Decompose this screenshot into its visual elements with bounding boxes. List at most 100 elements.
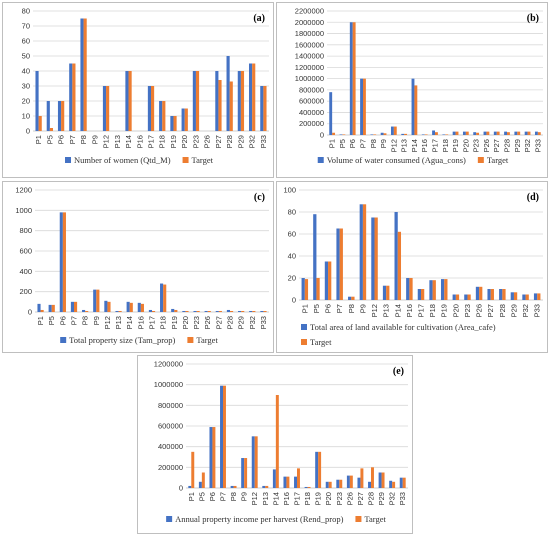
x-tick-label: P17 bbox=[293, 492, 302, 505]
x-tick-label: P18 bbox=[441, 139, 450, 152]
y-tick-label: 70 bbox=[22, 22, 30, 31]
x-tick-label: P7 bbox=[359, 139, 368, 148]
x-tick-label: P14 bbox=[124, 135, 133, 148]
legend-label: Total area of land available for cultiva… bbox=[310, 322, 496, 332]
bar-target-p32 bbox=[252, 310, 256, 312]
x-tick-label: P8 bbox=[347, 304, 356, 313]
bar-annual-p8 bbox=[230, 485, 234, 488]
bar-annual-p19 bbox=[315, 451, 319, 488]
bar-annual-p13 bbox=[262, 485, 266, 488]
bar-target-p13 bbox=[386, 285, 390, 300]
x-tick-label: P5 bbox=[312, 304, 321, 313]
bar-target-p16 bbox=[140, 303, 144, 312]
bar-target-p7 bbox=[363, 78, 366, 135]
bar-target-p16 bbox=[286, 476, 290, 488]
bar-number-p12 bbox=[102, 86, 107, 131]
x-tick-label: P8 bbox=[79, 135, 88, 144]
x-tick-label: P29 bbox=[377, 492, 386, 505]
legend-label: Target bbox=[192, 155, 214, 165]
bar-target-p6 bbox=[62, 212, 66, 312]
x-tick-label: P7 bbox=[70, 316, 79, 325]
x-tick-label: P26 bbox=[345, 492, 354, 505]
legend-swatch bbox=[317, 157, 324, 163]
bar-target-p33 bbox=[263, 310, 267, 312]
bar-target-p8 bbox=[351, 296, 355, 300]
x-tick-label: P26 bbox=[482, 139, 491, 152]
legend-swatch bbox=[301, 339, 307, 345]
bar-target-p20 bbox=[465, 131, 469, 135]
bar-number-p19 bbox=[170, 116, 174, 131]
x-tick-label: P28 bbox=[498, 304, 507, 317]
y-tick-label: 200000 bbox=[158, 463, 183, 472]
bar-target-p1 bbox=[38, 116, 42, 131]
legend-swatch bbox=[301, 324, 307, 330]
y-tick-label: 40 bbox=[288, 252, 296, 261]
x-tick-label: P20 bbox=[451, 304, 460, 317]
bar-target-p16 bbox=[424, 134, 428, 135]
bar-annual-p26 bbox=[346, 475, 350, 488]
x-tick-label: P20 bbox=[180, 135, 189, 148]
bar-target-p28 bbox=[502, 289, 506, 300]
x-tick-label: P27 bbox=[214, 135, 223, 148]
bar-target-p12 bbox=[106, 86, 110, 131]
bar-total-p29 bbox=[238, 310, 242, 312]
bar-target-p5 bbox=[51, 304, 55, 312]
bar-target-p27 bbox=[490, 289, 494, 300]
bar-target-p8 bbox=[233, 485, 237, 488]
x-tick-label: P12 bbox=[250, 492, 259, 505]
bar-target-p18 bbox=[307, 486, 311, 488]
bar-total-p28 bbox=[226, 309, 230, 312]
x-tick-label: P23 bbox=[335, 492, 344, 505]
x-tick-label: P27 bbox=[356, 492, 365, 505]
bar-volume-p28 bbox=[504, 131, 507, 135]
bar-total-p33 bbox=[260, 310, 264, 312]
x-tick-label: P20 bbox=[324, 492, 333, 505]
legend-swatch bbox=[166, 516, 173, 522]
x-tick-label: P33 bbox=[259, 135, 268, 148]
bar-target-p13 bbox=[118, 310, 122, 312]
x-tick-label: P28 bbox=[503, 139, 512, 152]
bar-target-p14 bbox=[414, 85, 418, 135]
bar-target-p17 bbox=[152, 310, 156, 312]
y-tick-label: 0 bbox=[292, 296, 296, 305]
bar-target-p8 bbox=[373, 134, 377, 135]
bar-target-p23 bbox=[196, 310, 200, 312]
bar-target-p14 bbox=[129, 302, 133, 312]
bar-total-p20 bbox=[182, 310, 186, 312]
bar-annual-p1 bbox=[188, 485, 192, 488]
x-tick-label: P26 bbox=[203, 135, 212, 148]
x-tick-label: P32 bbox=[521, 304, 530, 317]
bar-total-p27 bbox=[487, 289, 491, 300]
chart-e-svg: 0 200000 400000 600000 800000 1000000 1200000 P… bbox=[154, 360, 408, 524]
bar-target-p19 bbox=[173, 116, 177, 131]
bar-target-p33 bbox=[263, 86, 267, 131]
y-tick-label: 1000 bbox=[15, 206, 32, 215]
y-tick-label: 80 bbox=[22, 7, 30, 16]
bar-target-p20 bbox=[185, 310, 189, 312]
legend-label: Target bbox=[364, 514, 386, 524]
x-tick-label: P20 bbox=[181, 316, 190, 329]
x-tick-label: P6 bbox=[208, 492, 217, 501]
chart-panel-d: 0 20 40 60 80 100 P1 P5 P6 P7 P8 P9 P12 P13 P14 P16 P17 P… bbox=[276, 181, 548, 353]
x-tick-label: P28 bbox=[226, 316, 235, 329]
bar-annual-p33 bbox=[399, 477, 403, 488]
bar-volume-p33 bbox=[534, 131, 538, 135]
y-tick-label: 600000 bbox=[299, 97, 324, 106]
bar-volume-p6 bbox=[349, 22, 353, 135]
bar-target-p14 bbox=[128, 71, 132, 131]
x-tick-label: P32 bbox=[248, 135, 257, 148]
bar-target-p7 bbox=[72, 63, 76, 131]
x-tick-label: P18 bbox=[158, 135, 167, 148]
bar-total-p6 bbox=[324, 261, 329, 300]
bar-target-p7 bbox=[339, 228, 343, 300]
bar-annual-p6 bbox=[209, 427, 213, 488]
bar-annual-p23 bbox=[336, 479, 340, 488]
x-tick-label: P14 bbox=[393, 304, 402, 317]
legend-label: Number of women (Qtd_M) bbox=[74, 155, 171, 165]
bar-target-p1 bbox=[304, 279, 309, 300]
bar-target-p26 bbox=[486, 131, 490, 135]
x-tick-label: P16 bbox=[136, 316, 145, 329]
x-tick-label: P17 bbox=[431, 139, 440, 152]
bar-target-p32 bbox=[252, 63, 256, 131]
